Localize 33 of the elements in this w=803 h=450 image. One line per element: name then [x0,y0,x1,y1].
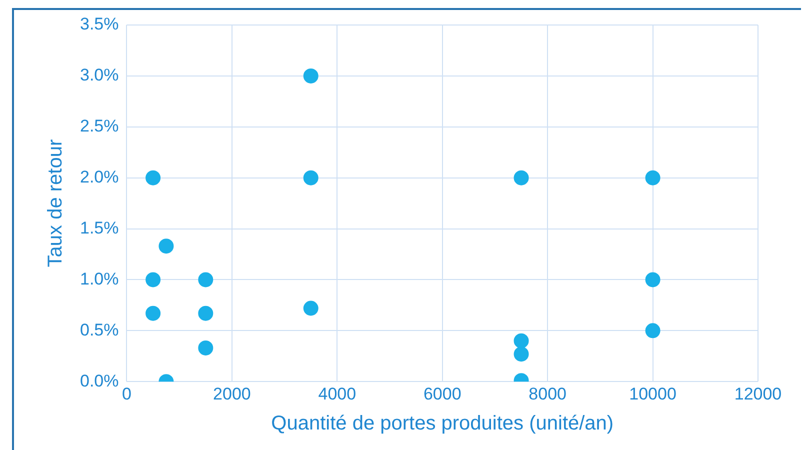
point [198,340,214,356]
y-tick-label: 2.5% [80,116,119,136]
point [146,306,161,321]
y-tick-label: 3.5% [80,14,119,34]
point [645,170,660,186]
x-tick-label: 0 [122,384,132,404]
x-tick-label: 8000 [528,384,566,404]
point [514,170,529,186]
y-tick-label: 1.0% [80,269,119,288]
point [158,238,174,254]
x-tick-label: 10000 [629,384,676,404]
x-tick-label: 12000 [734,384,782,404]
point [303,170,318,186]
y-tick-label: 2.0% [80,168,119,187]
y-tick-label: 3.0% [80,66,119,85]
y-tick-label: 1.5% [80,218,119,238]
y-axis-title: Taux de retour [44,139,67,268]
point [303,300,318,316]
x-axis-title: Quantité de portes produites (unité/an) [271,412,614,435]
point [514,333,529,348]
x-tick-label: 6000 [423,384,462,404]
point [303,68,318,84]
point [514,346,529,362]
x-tick-label: 4000 [318,384,356,404]
y-tick-label: 0.0% [80,371,119,390]
point [198,272,214,288]
y-tick-label: 0.5% [80,320,119,340]
x-tick-label: 2000 [213,384,251,404]
point [146,272,161,288]
point [146,170,161,186]
point [198,306,214,321]
point [645,323,660,338]
point [645,272,660,288]
